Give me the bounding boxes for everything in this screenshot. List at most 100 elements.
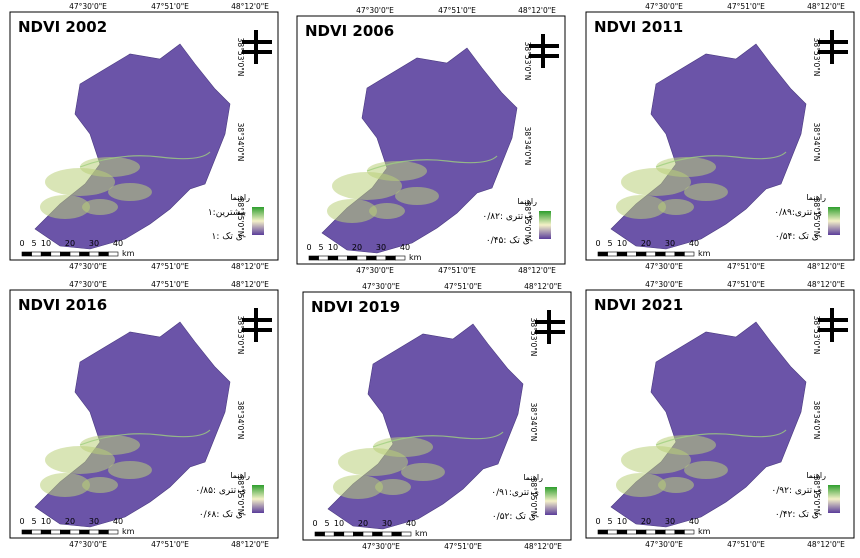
longitude-label: 48°12'0"E	[231, 2, 269, 11]
scale-segment	[636, 530, 646, 534]
vegetation-patch	[82, 199, 118, 215]
scale-label: 40	[400, 243, 410, 252]
longitude-label: 48°12'0"E	[524, 542, 562, 551]
scale-segment	[32, 530, 42, 534]
scale-label: 5	[31, 517, 36, 526]
legend-low: ی تک :۰/۴۵-	[486, 236, 533, 246]
scale-segment	[656, 530, 666, 534]
legend-ramp	[539, 211, 551, 239]
scale-segment	[382, 532, 392, 536]
latitude-label: 38°53'0"N	[236, 316, 245, 355]
scale-segment	[627, 252, 637, 256]
scale-label: 0	[312, 519, 317, 528]
map-panel: NDVI 200247°30'0"E47°30'0"E47°51'0"E47°5…	[10, 2, 278, 271]
scale-label: 5	[318, 243, 323, 252]
scale-segment	[608, 252, 618, 256]
legend-high: ی تتری :۰/۹۲	[771, 486, 822, 496]
legend-high: ی تتری:۰/۹۱	[491, 488, 539, 498]
scale-label: 10	[617, 239, 627, 248]
scale-segment	[646, 252, 656, 256]
scale-label: 30	[89, 517, 99, 526]
longitude-label: 47°51'0"E	[438, 266, 476, 275]
legend-ramp	[252, 207, 264, 235]
scale-label: 20	[65, 239, 75, 248]
scale-segment	[22, 252, 32, 256]
scale-segment	[617, 530, 627, 534]
map-panel: NDVI 201647°30'0"E47°30'0"E47°51'0"E47°5…	[10, 280, 278, 549]
scale-label: 20	[65, 517, 75, 526]
scale-label: 30	[665, 517, 675, 526]
panel-title: NDVI 2002	[18, 18, 107, 36]
scale-unit: km	[415, 529, 428, 538]
scale-segment	[60, 530, 70, 534]
scale-unit: km	[122, 249, 135, 258]
map-panel: NDVI 200647°30'0"E47°30'0"E47°51'0"E47°5…	[297, 6, 565, 275]
scale-label: 40	[113, 239, 123, 248]
vegetation-patch	[656, 157, 716, 177]
longitude-label: 47°30'0"E	[362, 542, 400, 551]
vegetation-patch	[684, 183, 728, 201]
panel-title: NDVI 2021	[594, 296, 683, 314]
scale-segment	[89, 530, 99, 534]
longitude-label: 48°12'0"E	[807, 540, 845, 549]
scale-segment	[41, 252, 51, 256]
scale-segment	[684, 252, 694, 256]
scale-segment	[401, 532, 411, 536]
latitude-label: 38°53'0"N	[529, 318, 538, 357]
legend-ramp	[545, 487, 557, 515]
longitude-label: 47°30'0"E	[645, 540, 683, 549]
scale-segment	[99, 252, 109, 256]
scale-label: 10	[334, 519, 344, 528]
vegetation-patch	[108, 183, 152, 201]
longitude-label: 48°12'0"E	[231, 262, 269, 271]
scale-unit: km	[122, 527, 135, 536]
vegetation-patch	[80, 157, 140, 177]
longitude-label: 47°30'0"E	[356, 6, 394, 15]
legend-high: ی تتری :۰/۸۲	[482, 212, 533, 222]
legend-low: ی تک :۰/۵۴-	[775, 232, 822, 242]
latitude-label: 38°53'0"N	[812, 316, 821, 355]
longitude-label: 47°30'0"E	[645, 2, 683, 11]
scale-segment	[367, 256, 377, 260]
scale-label: 0	[19, 239, 24, 248]
scale-segment	[646, 530, 656, 534]
panel-title: NDVI 2006	[305, 22, 394, 40]
legend-title: راهنما	[523, 473, 543, 482]
longitude-label: 47°51'0"E	[727, 262, 765, 271]
latitude-label: 38°53'0"N	[523, 42, 532, 81]
scale-segment	[344, 532, 354, 536]
scale-segment	[108, 530, 118, 534]
scale-segment	[334, 532, 344, 536]
scale-label: 5	[31, 239, 36, 248]
legend-low: ی تک :۰/۶۸-	[199, 510, 246, 520]
longitude-label: 47°51'0"E	[727, 540, 765, 549]
vegetation-patch	[401, 463, 445, 481]
scale-segment	[51, 530, 61, 534]
legend-low: ی تک :۱-	[212, 232, 246, 242]
latitude-label: 38°53'0"N	[812, 38, 821, 77]
scale-label: 40	[406, 519, 416, 528]
map-panel: NDVI 201147°30'0"E47°30'0"E47°51'0"E47°5…	[586, 2, 854, 271]
scale-segment	[363, 532, 373, 536]
scale-label: 5	[607, 239, 612, 248]
legend-high: ی تتری:۰/۸۹	[774, 208, 822, 218]
scale-segment	[99, 530, 109, 534]
longitude-label: 47°51'0"E	[151, 2, 189, 11]
scale-label: 30	[376, 243, 386, 252]
legend-high: ی تتری :۰/۸۵	[195, 486, 246, 496]
scale-label: 20	[352, 243, 362, 252]
vegetation-patch	[367, 161, 427, 181]
map-panel: NDVI 202147°30'0"E47°30'0"E47°51'0"E47°5…	[586, 280, 854, 549]
scale-label: 20	[641, 517, 651, 526]
scale-label: 40	[689, 239, 699, 248]
legend-title: راهنما	[230, 471, 250, 480]
map-panel: NDVI 201947°30'0"E47°30'0"E47°51'0"E47°5…	[303, 282, 571, 551]
vegetation-patch	[373, 437, 433, 457]
scale-label: 20	[641, 239, 651, 248]
scale-segment	[70, 252, 80, 256]
longitude-label: 48°12'0"E	[231, 540, 269, 549]
figure: NDVI 2002 47°30'0"E 47°30'0"E 47°51'0"E 47°5…	[0, 0, 860, 554]
legend-ramp	[252, 485, 264, 513]
longitude-label: 47°30'0"E	[69, 280, 107, 289]
scale-segment	[675, 252, 685, 256]
